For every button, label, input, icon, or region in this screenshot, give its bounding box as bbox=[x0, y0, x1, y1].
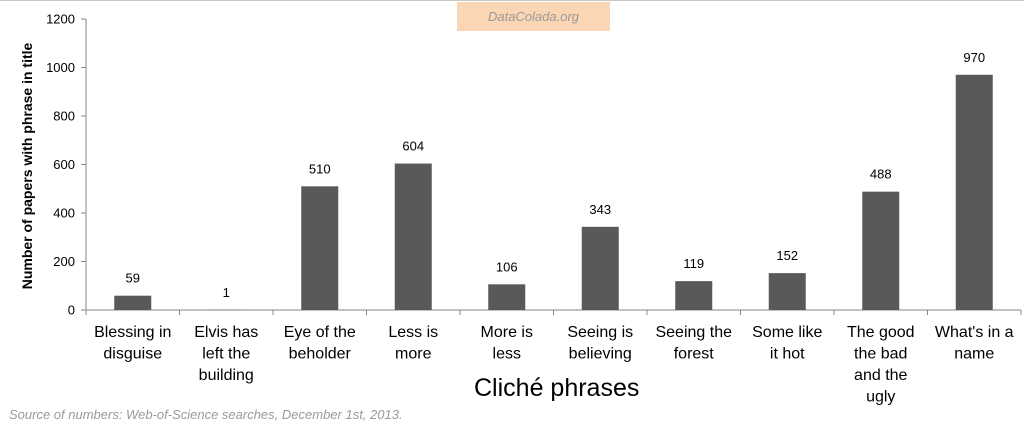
category-label: disguise bbox=[103, 346, 162, 363]
bar bbox=[768, 273, 806, 310]
data-label: 510 bbox=[309, 161, 331, 176]
category-label: the bad bbox=[854, 346, 907, 363]
category-label: Elvis has bbox=[194, 324, 258, 341]
category-label: Eye of the bbox=[284, 324, 356, 341]
y-axis-label: Number of papers with phrase in title bbox=[19, 42, 35, 290]
data-label: 1 bbox=[223, 285, 230, 300]
x-axis-label: Cliché phrases bbox=[474, 374, 640, 402]
watermark: DataColada.org bbox=[457, 2, 610, 31]
category-label: What's in a bbox=[935, 324, 1014, 341]
category-label: it hot bbox=[770, 346, 805, 363]
bar bbox=[862, 191, 900, 310]
data-label: 152 bbox=[776, 248, 798, 263]
category-label: The good bbox=[847, 324, 915, 341]
category-label: and the bbox=[854, 367, 907, 384]
data-label: 488 bbox=[870, 167, 892, 182]
category-label: believing bbox=[569, 346, 632, 363]
category-label: name bbox=[954, 346, 994, 363]
category-label: Seeing the bbox=[655, 324, 732, 341]
y-tick-label: 200 bbox=[53, 254, 75, 269]
category-label: ugly bbox=[866, 389, 895, 406]
bar bbox=[301, 186, 339, 310]
bar bbox=[675, 281, 713, 310]
category-label: building bbox=[199, 367, 254, 384]
y-tick-label: 800 bbox=[53, 109, 75, 124]
category-label: forest bbox=[674, 346, 715, 363]
data-label: 970 bbox=[963, 50, 985, 65]
data-label: 343 bbox=[589, 202, 611, 217]
category-label: More is bbox=[481, 324, 533, 341]
category-label: Some like bbox=[752, 324, 822, 341]
bar bbox=[488, 284, 526, 310]
data-label: 604 bbox=[402, 139, 424, 154]
source-note: Source of numbers: Web-of-Science search… bbox=[9, 407, 403, 422]
category-label: Seeing is bbox=[567, 324, 633, 341]
y-tick-label: 1000 bbox=[46, 60, 75, 75]
category-label: more bbox=[395, 346, 432, 363]
y-tick-label: 400 bbox=[53, 206, 75, 221]
bar bbox=[394, 163, 432, 310]
data-label: 59 bbox=[126, 271, 140, 286]
y-tick-label: 1200 bbox=[46, 12, 75, 27]
category-label: left the bbox=[202, 346, 250, 363]
bar bbox=[114, 295, 152, 310]
data-label: 106 bbox=[496, 259, 518, 274]
bar bbox=[955, 74, 993, 311]
category-label: less bbox=[493, 346, 521, 363]
y-tick-label: 600 bbox=[53, 157, 75, 172]
category-label: Less is bbox=[388, 324, 438, 341]
category-label: Blessing in bbox=[94, 324, 171, 341]
y-tick-label: 0 bbox=[68, 303, 75, 318]
category-label: beholder bbox=[289, 346, 352, 363]
bar bbox=[581, 226, 619, 310]
data-label: 119 bbox=[683, 256, 704, 271]
